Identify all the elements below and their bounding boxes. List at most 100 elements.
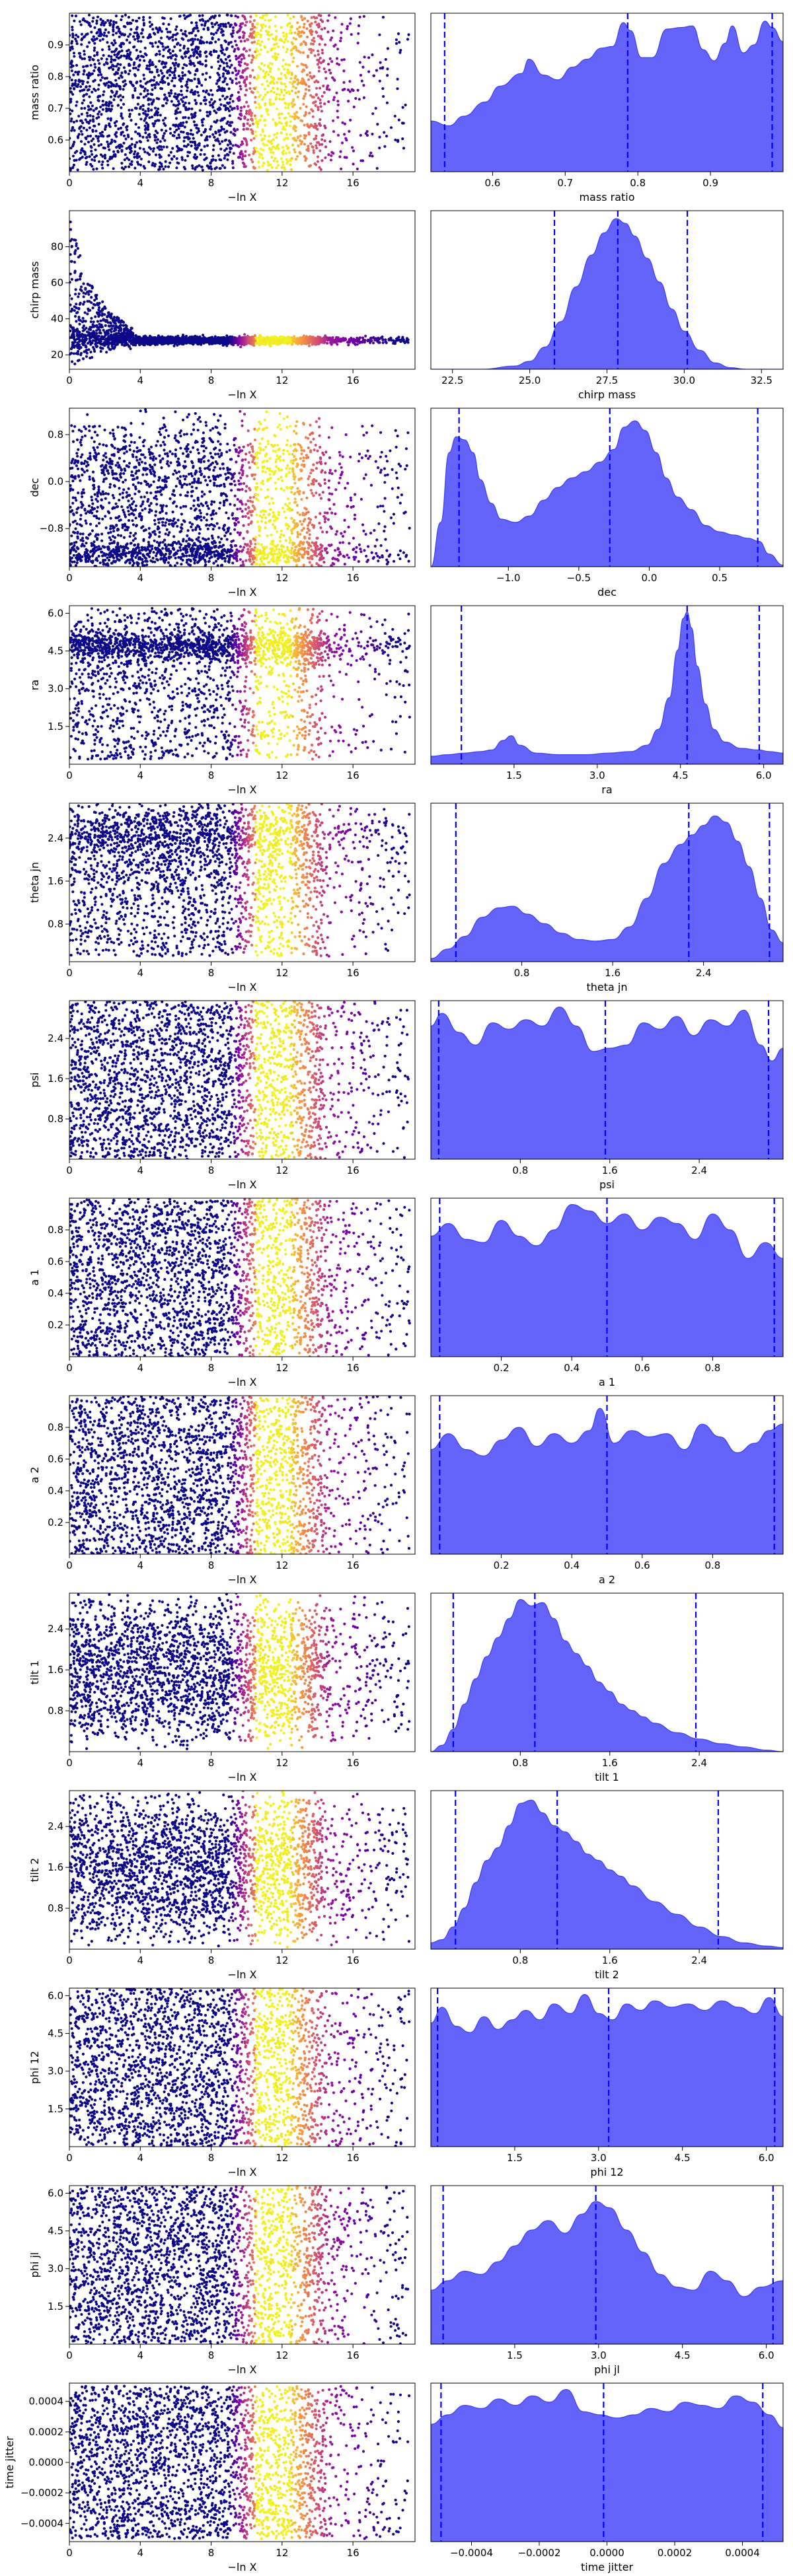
trace-point [305,65,309,69]
trace-point [99,18,102,21]
trace-point [397,118,400,122]
trace-point [131,83,134,87]
trace-point [277,67,280,71]
trace-point [258,53,261,56]
trace-point [146,92,150,96]
trace-point [139,79,142,83]
trace-point [189,140,192,143]
trace-point [276,53,280,56]
trace-point [233,67,237,70]
trace-point [130,143,133,146]
trace-point [240,106,243,110]
trace-point [254,100,257,104]
trace-point [277,77,280,81]
trace-point [224,77,227,80]
trace-point [307,78,311,81]
trace-point [297,32,301,35]
trace-point [316,160,320,163]
trace-point [326,84,330,87]
trace-point [186,131,190,135]
trace-point [120,114,123,118]
trace-point [69,166,71,170]
trace-point [102,328,105,332]
trace-point [211,148,215,151]
trace-point [117,57,120,60]
trace-point [287,72,290,75]
trace-point [140,32,143,35]
trace-point [293,31,297,34]
trace-point [143,89,146,92]
trace-point [168,73,172,77]
trace-point [96,112,100,116]
trace-point [237,29,241,32]
trace-point [178,110,182,114]
trace-point [121,116,124,120]
trace-point [235,57,238,61]
trace-point [98,313,101,316]
trace-point [348,80,352,83]
trace-ytick-label: 0.9 [48,39,63,51]
trace-point [93,159,96,162]
trace-point [270,166,274,169]
trace-point [184,50,188,54]
trace-point [136,96,139,99]
trace-point [264,93,267,96]
trace-point [203,153,206,156]
trace-point [196,38,200,42]
trace-point [225,95,229,98]
trace-point [142,112,145,115]
trace-point [98,62,101,65]
trace-point [319,105,322,108]
trace-point [166,30,170,34]
trace-point [190,107,194,110]
trace-point [99,337,102,341]
trace-point [230,63,233,67]
trace-point [395,42,398,45]
trace-point [184,30,187,33]
trace-point [250,61,253,64]
trace-point [256,74,260,77]
trace-point [172,155,176,158]
trace-point [69,329,72,333]
trace-point [102,93,105,96]
trace-point [79,285,83,289]
trace-point [307,85,311,88]
trace-point [251,161,254,164]
trace-point [239,61,243,64]
trace-point [218,166,221,170]
trace-point [75,85,78,88]
trace-point [221,118,224,122]
trace-point [321,159,324,162]
trace-point [173,63,176,67]
trace-point [259,35,262,38]
trace-point [282,163,285,166]
trace-point [81,357,85,361]
trace-point [204,64,208,67]
trace-point [95,329,98,332]
trace-point [288,63,291,67]
trace-point [385,101,389,104]
trace-point [377,338,381,341]
trace-point [104,61,108,64]
trace-point [118,87,122,90]
trace-point [270,33,273,36]
trace-point [375,69,379,72]
trace-point [77,330,80,333]
trace-point [75,303,78,306]
trace-point [241,153,244,156]
trace-point [240,54,243,57]
trace-point [99,349,102,353]
trace-point [289,49,293,52]
trace-point [287,102,290,106]
trace-point [213,16,216,19]
trace-point [209,89,213,92]
posterior-axes-frame [430,13,784,172]
trace-point [270,89,273,92]
trace-point [151,149,155,153]
trace-point [282,153,285,156]
trace-point [100,143,103,146]
trace-point [95,106,98,110]
trace-point [166,98,169,102]
trace-point [183,136,186,139]
